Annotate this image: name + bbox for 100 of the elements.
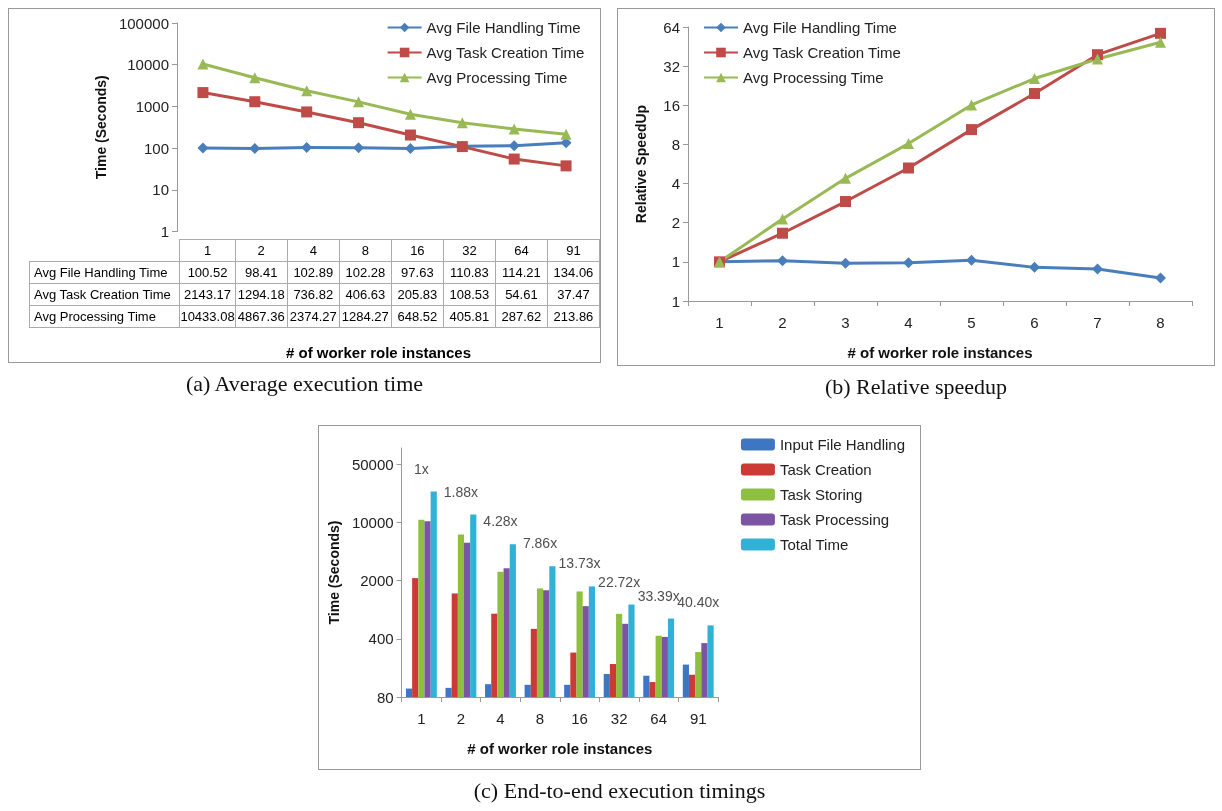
point: [508, 123, 520, 135]
x-tick-label: 16: [391, 239, 444, 262]
legend-label: Avg Processing Time: [743, 69, 884, 86]
y-tick-label: 1: [671, 292, 680, 310]
text: (a) Average execution time: [184, 371, 425, 397]
point: [777, 255, 788, 267]
point: [1029, 73, 1040, 85]
y-tick-label: 400: [368, 630, 394, 648]
point: [197, 58, 209, 70]
point: [249, 96, 261, 108]
x-tick-label: 64: [495, 239, 548, 262]
data-label: 287.62: [495, 305, 548, 328]
x-tick-label: 3: [841, 314, 850, 331]
y-tick-label: 16: [663, 96, 680, 114]
x-axis-title: # of worker role instances: [847, 344, 1033, 361]
x-tick-label: 91: [689, 710, 707, 727]
data-label: 54.61: [495, 283, 548, 306]
y-tick-label: 1: [160, 223, 169, 240]
y-tick-label: 100: [143, 139, 169, 157]
data-label: 108.53: [443, 283, 496, 306]
point: [777, 227, 788, 239]
point: [1155, 27, 1166, 39]
point: [903, 138, 914, 150]
point: [840, 257, 851, 269]
x-tick-label: 7: [1093, 314, 1102, 331]
data-label: 102.28: [339, 261, 392, 284]
x-tick-label: 32: [610, 710, 628, 727]
data-label: 736.82: [287, 283, 340, 306]
point: [353, 96, 365, 108]
point: [404, 108, 416, 120]
point: [777, 213, 788, 225]
data-label: 1284.27: [339, 305, 392, 328]
y-tick-label: 80: [376, 688, 394, 706]
x-tick-label: 4: [904, 314, 913, 331]
y-tick-label: 50000: [351, 455, 394, 473]
y-tick-label: 10000: [351, 513, 394, 531]
data-label: 114.21: [495, 261, 548, 284]
text: Avg File Handling Time: [34, 265, 168, 280]
point: [966, 124, 977, 136]
data-label: 4867.36: [235, 305, 288, 328]
x-tick-label: 16: [571, 710, 588, 727]
text: Avg Task Creation Time: [34, 287, 171, 302]
legend-label: Task Creation: [779, 461, 872, 478]
annotation: 1.88x: [443, 483, 479, 500]
data-label: 10433.08: [179, 305, 236, 328]
x-tick-label: 91: [547, 239, 600, 262]
point: [456, 117, 468, 129]
data-label: 100.52: [179, 261, 236, 284]
point: [404, 129, 416, 141]
y-tick-label: 64: [663, 18, 680, 36]
point: [903, 257, 914, 269]
x-tick-label: 2: [778, 314, 787, 331]
point: [1155, 272, 1166, 284]
point: [840, 196, 851, 208]
text: (c) End-to-end execution timings: [472, 778, 767, 804]
annotation: 7.86x: [522, 535, 558, 552]
y-tick-label: 8: [671, 135, 680, 153]
data-label: 205.83: [391, 283, 444, 306]
legend-label: Avg File Handling Time: [743, 19, 897, 36]
x-tick-label: 2: [235, 239, 288, 262]
data-label: 98.41: [235, 261, 288, 284]
data-label: 1294.18: [235, 283, 288, 306]
data-label: 37.47: [547, 283, 600, 306]
x-tick-label: 4: [496, 710, 505, 727]
x-tick-label: 1: [417, 710, 426, 727]
legend-label: Avg Task Creation Time: [426, 44, 585, 61]
y-tick-label: 2: [671, 214, 680, 232]
point: [966, 99, 977, 111]
data-label: 2143.17: [179, 283, 236, 306]
legend-label: Task Processing: [779, 511, 890, 528]
x-tick-label: 2: [456, 710, 466, 727]
legend-label: Avg Processing Time: [426, 69, 568, 86]
point: [966, 254, 977, 266]
x-tick-label: 32: [443, 239, 496, 262]
point: [353, 117, 365, 129]
x-tick-label: 6: [1030, 314, 1039, 331]
point: [301, 106, 313, 118]
data-label: 97.63: [391, 261, 444, 284]
data-label: 405.81: [443, 305, 496, 328]
point: [301, 85, 313, 97]
point: [560, 128, 572, 140]
legend-label: Total Time: [779, 536, 849, 553]
y-tick-label: 2000: [360, 572, 394, 590]
x-tick-label: 1: [715, 314, 724, 331]
y-tick-label: 10: [152, 181, 169, 199]
x-tick-label: 1: [179, 239, 236, 262]
point: [903, 162, 914, 174]
data-label: 2374.27: [287, 305, 340, 328]
y-axis-title: Time (Seconds): [326, 520, 342, 625]
x-tick-label: 5: [967, 314, 976, 331]
legend-label: Avg Task Creation Time: [743, 44, 901, 61]
point: [508, 140, 520, 152]
point: [840, 172, 851, 184]
text: (b) Relative speedup: [823, 374, 1009, 400]
annotation: 4.28x: [483, 513, 518, 530]
annotation: 22.72x: [598, 573, 641, 590]
y-tick-label: 10000: [127, 56, 169, 74]
y-axis-title: Time (Seconds): [93, 75, 110, 180]
point: [1092, 263, 1103, 275]
y-tick-label: 100000: [118, 14, 169, 32]
